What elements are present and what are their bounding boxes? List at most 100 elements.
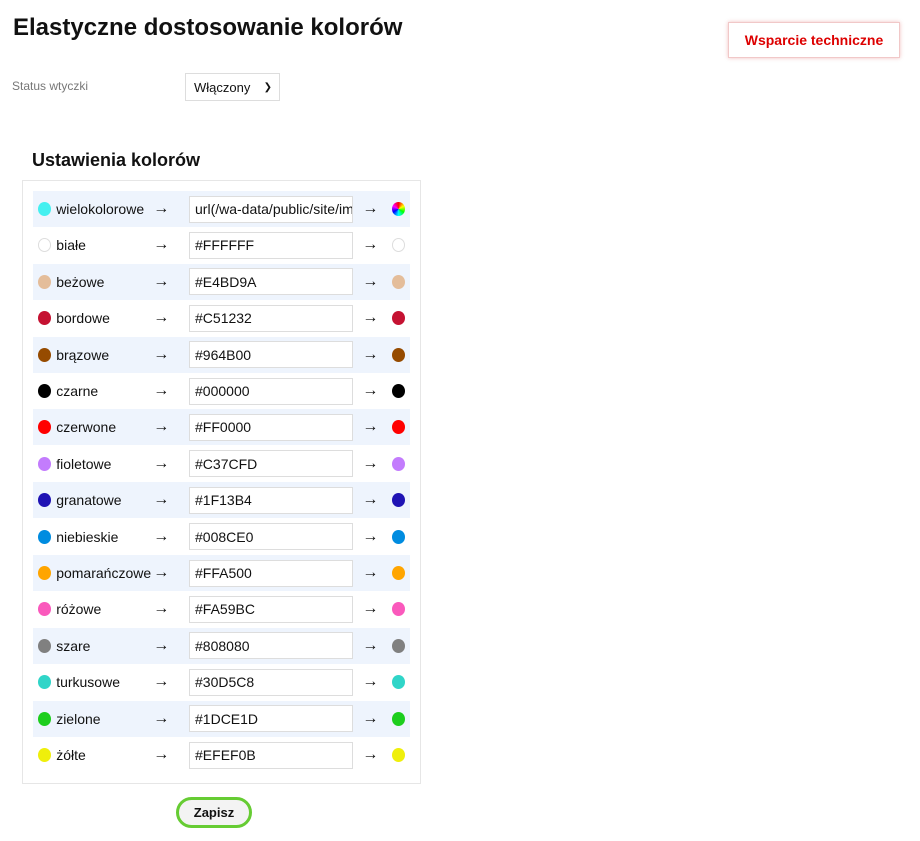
page-title: Elastyczne dostosowanie kolorów bbox=[13, 14, 403, 41]
color-name: fioletowe bbox=[56, 455, 112, 472]
arrow-icon: → bbox=[362, 418, 379, 436]
color-row: wielokolorowe → url(/wa-data/public/site… bbox=[33, 191, 410, 227]
color-value-input[interactable]: #808080 bbox=[189, 632, 354, 660]
arrow-icon: → bbox=[362, 200, 379, 217]
arrow-icon: → bbox=[153, 200, 170, 217]
arrow-icon: → bbox=[153, 709, 170, 727]
color-preview-icon bbox=[391, 274, 405, 289]
color-preview-icon bbox=[391, 311, 405, 326]
color-swatch-icon bbox=[38, 202, 52, 216]
arrow-icon: → bbox=[153, 272, 170, 290]
color-preview-icon bbox=[391, 384, 405, 398]
color-name: czerwone bbox=[56, 419, 117, 436]
color-name: zielone bbox=[56, 710, 101, 727]
color-swatch-icon bbox=[38, 566, 52, 580]
arrow-icon: → bbox=[362, 636, 379, 654]
color-row: pomarańczowe → #FFA500 → bbox=[33, 555, 410, 591]
arrow-icon: → bbox=[153, 673, 170, 691]
arrow-icon: → bbox=[153, 491, 170, 509]
color-preview-icon bbox=[391, 202, 405, 216]
color-value-input[interactable]: #FFFFFF bbox=[189, 231, 354, 259]
color-value-input[interactable]: #C37CFD bbox=[189, 450, 354, 478]
color-preview-icon bbox=[391, 711, 405, 726]
arrow-icon: → bbox=[362, 454, 379, 472]
arrow-icon: → bbox=[362, 382, 379, 399]
color-row: różowe → #FA59BC → bbox=[33, 591, 410, 627]
color-name: brązowe bbox=[56, 346, 110, 363]
color-row: czerwone → #FF0000 → bbox=[33, 409, 410, 446]
color-preview-icon bbox=[391, 456, 405, 471]
arrow-icon: → bbox=[362, 491, 379, 509]
color-settings-panel: wielokolorowe → url(/wa-data/public/site… bbox=[22, 180, 421, 784]
color-value-input[interactable]: #1F13B4 bbox=[189, 486, 354, 514]
color-name: pomarańczowe bbox=[56, 565, 152, 581]
color-name: turkusowe bbox=[56, 674, 120, 691]
color-row: turkusowe → #30D5C8 → bbox=[33, 664, 410, 700]
color-row: bordowe → #C51232 → bbox=[33, 300, 410, 336]
color-row: niebieskie → #008CE0 → bbox=[33, 519, 410, 555]
arrow-icon: → bbox=[153, 527, 170, 545]
color-value-input[interactable]: #EFEF0B bbox=[189, 741, 354, 769]
color-value-input[interactable]: #C51232 bbox=[189, 304, 354, 332]
arrow-icon: → bbox=[362, 600, 379, 618]
color-value-input[interactable]: #1DCE1D bbox=[189, 705, 354, 733]
color-row: zielone → #1DCE1D → bbox=[33, 700, 410, 737]
color-name: różowe bbox=[56, 601, 102, 618]
arrow-icon: → bbox=[362, 673, 379, 691]
arrow-icon: → bbox=[362, 272, 379, 290]
color-preview-icon bbox=[391, 748, 405, 762]
color-row: brązowe → #964B00 → bbox=[33, 336, 410, 373]
color-swatch-icon bbox=[38, 748, 52, 762]
arrow-icon: → bbox=[153, 564, 170, 581]
status-label: Status wtyczki bbox=[12, 79, 89, 93]
support-button[interactable]: Wsparcie techniczne bbox=[728, 22, 900, 58]
color-swatch-icon bbox=[38, 675, 52, 690]
color-preview-icon bbox=[391, 566, 405, 580]
color-value-input[interactable]: #FA59BC bbox=[189, 595, 354, 623]
color-swatch-icon bbox=[38, 456, 52, 471]
color-name: szare bbox=[56, 637, 91, 654]
color-value-input[interactable]: #FFA500 bbox=[189, 559, 354, 587]
color-value-input[interactable]: #E4BD9A bbox=[189, 268, 354, 296]
color-swatch-icon bbox=[38, 274, 52, 289]
color-name: czarne bbox=[56, 383, 99, 399]
color-row: granatowe → #1F13B4 → bbox=[33, 482, 410, 519]
color-swatch-icon bbox=[38, 711, 52, 726]
color-value-input[interactable]: #008CE0 bbox=[189, 523, 354, 551]
color-swatch-icon bbox=[38, 347, 52, 362]
color-value-input[interactable]: #30D5C8 bbox=[189, 668, 354, 696]
color-row: białe → #FFFFFF → bbox=[33, 227, 410, 263]
save-button[interactable]: Zapisz bbox=[176, 797, 252, 828]
arrow-icon: → bbox=[362, 709, 379, 727]
arrow-icon: → bbox=[362, 309, 379, 327]
arrow-icon: → bbox=[153, 345, 170, 363]
color-name: wielokolorowe bbox=[56, 201, 145, 217]
color-swatch-icon bbox=[38, 638, 52, 653]
color-swatch-icon bbox=[38, 238, 52, 253]
status-value: Włączony bbox=[194, 79, 251, 95]
color-value-input[interactable]: #000000 bbox=[189, 377, 354, 405]
color-name: niebieskie bbox=[56, 528, 119, 545]
chevron-down-icon: ❯ bbox=[263, 81, 272, 93]
color-value-input[interactable]: #964B00 bbox=[189, 341, 354, 369]
status-select[interactable]: Włączony ❯ bbox=[185, 73, 280, 101]
arrow-icon: → bbox=[153, 454, 170, 472]
color-value-input[interactable]: url(/wa-data/public/site/img/ bbox=[189, 195, 354, 223]
arrow-icon: → bbox=[362, 564, 379, 581]
arrow-icon: → bbox=[153, 600, 170, 618]
arrow-icon: → bbox=[153, 746, 170, 763]
color-preview-icon bbox=[391, 420, 405, 435]
arrow-icon: → bbox=[153, 636, 170, 654]
color-swatch-icon bbox=[38, 311, 52, 326]
color-row: szare → #808080 → bbox=[33, 627, 410, 664]
color-value-input[interactable]: #FF0000 bbox=[189, 413, 354, 441]
color-preview-icon bbox=[391, 638, 405, 653]
arrow-icon: → bbox=[362, 236, 379, 254]
color-swatch-icon bbox=[38, 529, 52, 544]
color-row: fioletowe → #C37CFD → bbox=[33, 446, 410, 482]
color-preview-icon bbox=[391, 493, 405, 508]
color-swatch-icon bbox=[38, 420, 52, 435]
color-name: granatowe bbox=[56, 492, 122, 509]
color-swatch-icon bbox=[38, 602, 52, 617]
section-title: Ustawienia kolorów bbox=[32, 150, 201, 170]
